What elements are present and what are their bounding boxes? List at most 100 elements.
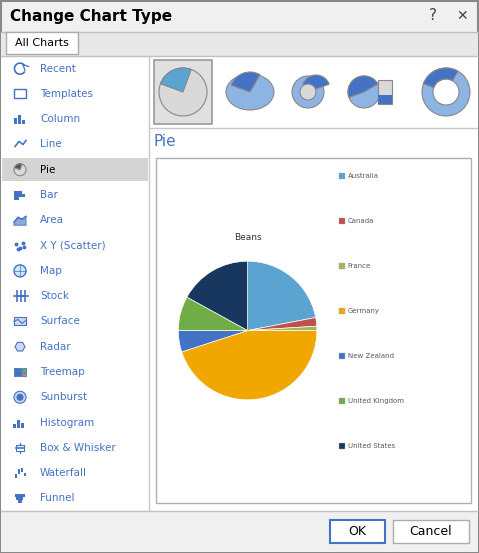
Circle shape	[14, 164, 26, 176]
Bar	[15, 474, 17, 478]
Bar	[18, 420, 21, 427]
Bar	[1, 511, 478, 552]
Bar	[14, 191, 22, 194]
Polygon shape	[15, 342, 25, 351]
Circle shape	[433, 79, 459, 105]
Bar	[1, 56, 149, 511]
Bar	[16, 497, 23, 499]
Bar	[1, 32, 478, 56]
Bar	[330, 520, 385, 543]
Text: ?: ?	[429, 8, 437, 23]
Text: Area: Area	[40, 215, 64, 225]
Bar	[15, 494, 25, 497]
Bar	[378, 95, 392, 104]
Circle shape	[348, 76, 380, 108]
Wedge shape	[248, 326, 317, 331]
Text: Pie: Pie	[40, 165, 56, 175]
Bar	[154, 60, 212, 124]
Title: Beans: Beans	[234, 233, 262, 242]
Text: France: France	[348, 263, 371, 269]
Bar	[393, 520, 469, 543]
Bar	[2, 158, 148, 181]
Text: Surface: Surface	[40, 316, 80, 326]
Wedge shape	[303, 75, 329, 89]
Bar	[6, 32, 78, 54]
Text: Cancel: Cancel	[410, 525, 452, 538]
Text: Histogram: Histogram	[40, 418, 94, 427]
Bar	[339, 398, 345, 404]
Text: All Charts: All Charts	[15, 38, 69, 48]
Bar	[18, 469, 20, 474]
Text: Line: Line	[40, 139, 62, 149]
Text: Change Chart Type: Change Chart Type	[10, 8, 172, 23]
Circle shape	[159, 68, 207, 116]
Bar	[22, 373, 26, 376]
Bar	[339, 173, 345, 179]
Bar	[18, 500, 22, 503]
Text: ✕: ✕	[456, 9, 468, 23]
Text: United Kingdom: United Kingdom	[348, 398, 404, 404]
Bar	[339, 218, 345, 224]
Text: Pie: Pie	[154, 134, 177, 149]
Bar	[378, 80, 392, 104]
Bar	[24, 473, 26, 476]
Text: Australia: Australia	[348, 173, 379, 179]
Text: Map: Map	[40, 266, 62, 276]
Bar	[339, 353, 345, 359]
Bar	[19, 115, 22, 124]
Circle shape	[292, 76, 324, 108]
Wedge shape	[187, 261, 248, 331]
Wedge shape	[423, 68, 458, 87]
Text: Stock: Stock	[40, 291, 69, 301]
Text: Bar: Bar	[40, 190, 58, 200]
Text: Funnel: Funnel	[40, 493, 75, 503]
Bar	[22, 368, 26, 372]
Text: Canada: Canada	[348, 218, 374, 224]
Text: Recent: Recent	[40, 64, 76, 74]
Text: Templates: Templates	[40, 89, 93, 99]
Bar	[22, 422, 24, 427]
Circle shape	[14, 392, 26, 403]
Text: Sunburst: Sunburst	[40, 392, 87, 402]
Text: Treemap: Treemap	[40, 367, 85, 377]
Bar	[14, 118, 18, 124]
Text: Radar: Radar	[40, 342, 70, 352]
Bar	[14, 194, 25, 196]
Wedge shape	[178, 331, 248, 352]
Text: Box & Whisker: Box & Whisker	[40, 443, 116, 453]
Wedge shape	[231, 72, 260, 92]
Wedge shape	[248, 317, 317, 331]
Polygon shape	[14, 216, 26, 225]
Text: OK: OK	[349, 525, 366, 538]
Ellipse shape	[226, 74, 274, 110]
Wedge shape	[348, 76, 378, 97]
Bar	[156, 158, 471, 503]
Text: United States: United States	[348, 443, 395, 449]
Wedge shape	[248, 261, 316, 331]
Bar	[339, 443, 345, 449]
Text: Column: Column	[40, 114, 80, 124]
Wedge shape	[160, 68, 191, 92]
Text: New Zealand: New Zealand	[348, 353, 394, 359]
Wedge shape	[178, 297, 248, 331]
Wedge shape	[14, 164, 22, 170]
Bar	[14, 368, 21, 376]
Bar	[21, 468, 23, 472]
Bar	[23, 120, 25, 124]
Bar	[16, 445, 24, 451]
Circle shape	[17, 394, 23, 400]
Text: Waterfall: Waterfall	[40, 468, 87, 478]
Wedge shape	[182, 331, 317, 400]
Bar	[339, 263, 345, 269]
Bar	[13, 424, 16, 427]
Circle shape	[14, 265, 26, 277]
Bar	[14, 89, 26, 98]
Circle shape	[422, 68, 470, 116]
Bar	[150, 56, 478, 511]
Text: Germany: Germany	[348, 308, 380, 314]
Bar	[14, 317, 26, 325]
Text: X Y (Scatter): X Y (Scatter)	[40, 241, 106, 251]
Bar	[339, 308, 345, 314]
Circle shape	[300, 84, 316, 100]
Bar	[14, 196, 19, 200]
